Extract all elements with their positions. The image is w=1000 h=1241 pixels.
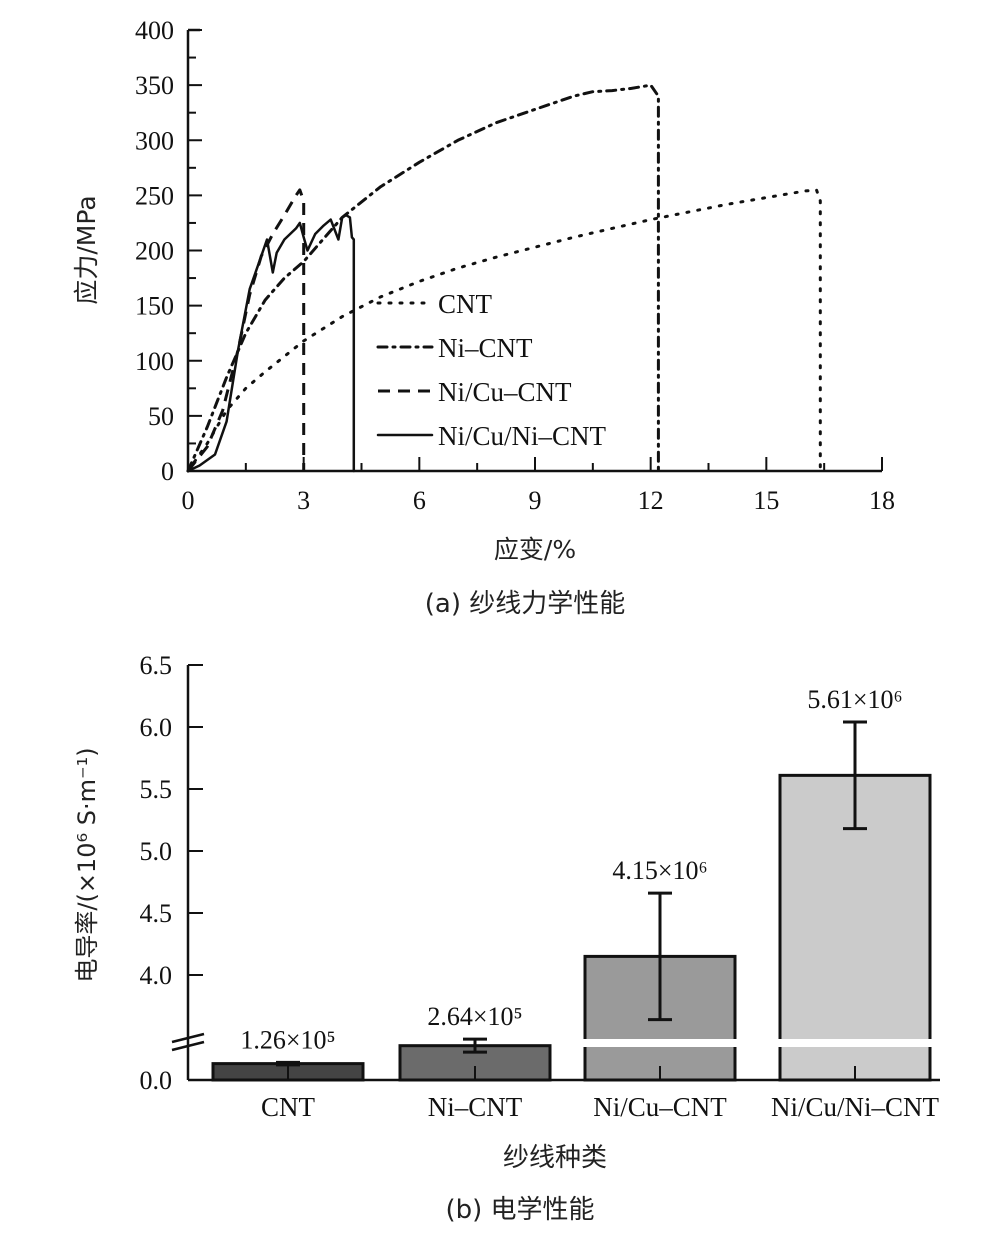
y-tick-label-b: 6.5 (140, 651, 173, 680)
legend-label: Ni/Cu/Ni–CNT (438, 421, 607, 451)
bar-break-gap (583, 1039, 737, 1047)
y-tick-label-b: 5.0 (140, 837, 173, 866)
y-tick-label-a: 100 (135, 347, 174, 376)
y-tick-label-b: 4.5 (140, 899, 173, 928)
legend-label: CNT (438, 289, 493, 319)
legend-label: Ni/Cu–CNT (438, 377, 572, 407)
y-tick-label-a: 350 (135, 71, 174, 100)
bars-group-b (211, 720, 932, 1082)
y-tick-label-a: 150 (135, 292, 174, 321)
legend-label: Ni–CNT (438, 333, 533, 363)
legend-a: CNT Ni–CNT Ni/Cu–CNT Ni/Cu/Ni–CNT (376, 289, 607, 451)
x-tick-label-a: 3 (297, 486, 310, 515)
conductivity-bar-chart: 0.0 4.0 4.5 5.0 5.5 6.0 6.5 CNT Ni–CNT Ni/Cu–CNT… (73, 651, 940, 1225)
series-group-a (186, 83, 822, 473)
x-axis-label-b: 纱线种类 (503, 1143, 607, 1173)
data-labels-b: 1.26×10⁵ 2.64×10⁵ 4.15×10⁶ 5.61×10⁶ (240, 685, 902, 1054)
x-tick-label-a: 18 (869, 486, 895, 515)
y-tick-label-a: 0 (161, 457, 174, 486)
x-tick-label-a: 6 (413, 486, 426, 515)
x-tick-label-a: 12 (638, 486, 664, 515)
caption-b: (b) 电学性能 (445, 1195, 594, 1225)
y-tick-labels-b: 0.0 4.0 4.5 5.0 5.5 6.0 6.5 (140, 651, 173, 1095)
y-axis-label-b: 电导率/(×10⁶ S·m⁻¹) (73, 747, 101, 982)
axis-break-mark (171, 1032, 205, 1044)
data-label: 5.61×10⁶ (807, 685, 902, 714)
x-tick-label-b: CNT (261, 1092, 316, 1122)
y-tick-label-a: 200 (135, 237, 174, 266)
y-axis-label-a: 应力/MPa (72, 195, 101, 304)
y-tick-label-a: 50 (148, 402, 174, 431)
y-tick-label-b: 6.0 (140, 713, 173, 742)
x-tick-label-a: 15 (753, 486, 779, 515)
x-tick-label-a: 0 (182, 486, 195, 515)
y-tick-label-a: 250 (135, 181, 174, 210)
data-label: 1.26×10⁵ (240, 1025, 335, 1054)
axes-b (171, 664, 940, 1082)
caption-a: (a) 纱线力学性能 (425, 589, 626, 619)
x-tick-label-b: Ni/Cu/Ni–CNT (771, 1092, 940, 1122)
y-tick-label-b: 5.5 (140, 775, 173, 804)
y-tick-label-a: 300 (135, 126, 174, 155)
x-axis-label-a: 应变/% (494, 535, 576, 564)
series-line-ni-cu-ni-cnt (186, 213, 356, 473)
y-tick-label-a: 400 (135, 16, 174, 45)
x-tick-label-b: Ni/Cu–CNT (593, 1092, 727, 1122)
series-line-ni-cnt (186, 83, 660, 473)
data-label: 4.15×10⁶ (612, 856, 707, 885)
axis-break-mark (171, 1040, 205, 1052)
x-tick-labels-b: CNT Ni–CNT Ni/Cu–CNT Ni/Cu/Ni–CNT (261, 1092, 940, 1122)
bar-break-gap (778, 1039, 932, 1047)
y-tick-label-b: 0.0 (140, 1066, 173, 1095)
stress-strain-chart: 0 50 100 150 200 250 300 350 400 0 3 6 9 12 15 18 CNT N… (72, 16, 895, 619)
y-tick-labels-a: 0 50 100 150 200 250 300 350 400 (135, 16, 174, 486)
x-tick-label-b: Ni–CNT (428, 1092, 523, 1122)
y-tick-label-b: 4.0 (140, 961, 173, 990)
series-line-cnt (186, 188, 822, 473)
data-label: 2.64×10⁵ (427, 1002, 522, 1031)
x-tick-label-a: 9 (529, 486, 542, 515)
x-tick-labels-a: 0 3 6 9 12 15 18 (182, 486, 896, 515)
